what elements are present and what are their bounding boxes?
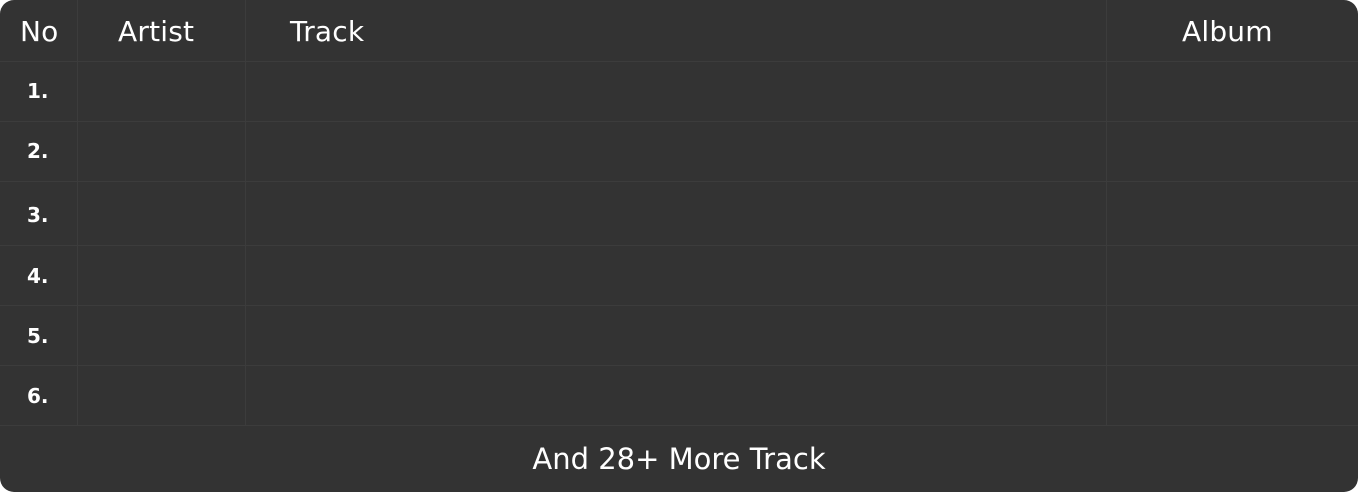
track-cell xyxy=(246,246,1106,305)
artist-cell xyxy=(78,366,245,425)
row-divider xyxy=(0,365,1358,366)
column-divider xyxy=(245,0,246,425)
track-number: 6. xyxy=(27,384,49,408)
album-cell xyxy=(1107,122,1358,181)
table-row[interactable]: 6. xyxy=(0,366,1358,425)
column-divider xyxy=(1106,0,1107,425)
table-row[interactable]: 3. xyxy=(0,182,1358,245)
column-header-no[interactable]: No xyxy=(20,15,59,48)
row-divider xyxy=(0,425,1358,426)
artist-cell xyxy=(78,122,245,181)
artist-cell xyxy=(78,182,245,245)
column-header-artist[interactable]: Artist xyxy=(118,15,195,48)
track-number: 2. xyxy=(27,139,49,163)
track-cell xyxy=(246,182,1106,245)
album-cell xyxy=(1107,306,1358,365)
artist-cell xyxy=(78,306,245,365)
row-divider xyxy=(0,245,1358,246)
track-number: 1. xyxy=(27,79,49,103)
track-cell xyxy=(246,62,1106,121)
column-divider xyxy=(77,0,78,425)
track-number: 3. xyxy=(27,203,49,227)
track-cell xyxy=(246,366,1106,425)
album-cell xyxy=(1107,246,1358,305)
row-divider xyxy=(0,61,1358,62)
column-header-album[interactable]: Album xyxy=(1182,15,1273,48)
table-row[interactable]: 1. xyxy=(0,62,1358,121)
track-number: 5. xyxy=(27,324,49,348)
track-cell xyxy=(246,306,1106,365)
artist-cell xyxy=(78,246,245,305)
table-row[interactable]: 5. xyxy=(0,306,1358,365)
row-divider xyxy=(0,181,1358,182)
album-cell xyxy=(1107,366,1358,425)
artist-cell xyxy=(78,62,245,121)
track-cell xyxy=(246,122,1106,181)
album-cell xyxy=(1107,182,1358,245)
album-cell xyxy=(1107,62,1358,121)
row-divider xyxy=(0,305,1358,306)
column-header-track[interactable]: Track xyxy=(290,15,365,48)
row-divider xyxy=(0,121,1358,122)
table-row[interactable]: 4. xyxy=(0,246,1358,305)
more-tracks-link[interactable]: And 28+ More Track xyxy=(532,442,826,476)
table-row[interactable]: 2. xyxy=(0,122,1358,181)
track-number: 4. xyxy=(27,264,49,288)
